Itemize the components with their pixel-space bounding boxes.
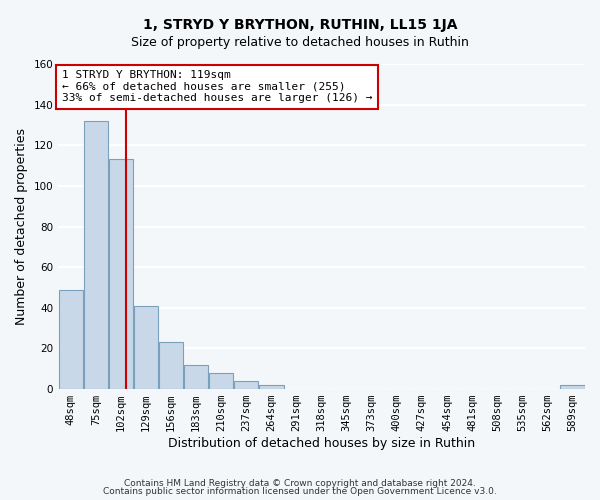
Y-axis label: Number of detached properties: Number of detached properties — [15, 128, 28, 325]
Bar — [159, 342, 183, 389]
Text: 1, STRYD Y BRYTHON, RUTHIN, LL15 1JA: 1, STRYD Y BRYTHON, RUTHIN, LL15 1JA — [143, 18, 457, 32]
X-axis label: Distribution of detached houses by size in Ruthin: Distribution of detached houses by size … — [168, 437, 475, 450]
Text: Contains public sector information licensed under the Open Government Licence v3: Contains public sector information licen… — [103, 487, 497, 496]
Text: 1 STRYD Y BRYTHON: 119sqm
← 66% of detached houses are smaller (255)
33% of semi: 1 STRYD Y BRYTHON: 119sqm ← 66% of detac… — [62, 70, 373, 103]
Bar — [209, 373, 233, 389]
Bar — [109, 160, 133, 389]
Bar — [184, 364, 208, 389]
Bar — [134, 306, 158, 389]
Bar — [83, 121, 108, 389]
Bar — [59, 290, 83, 389]
Bar — [259, 385, 284, 389]
Bar — [234, 381, 259, 389]
Text: Size of property relative to detached houses in Ruthin: Size of property relative to detached ho… — [131, 36, 469, 49]
Bar — [560, 385, 584, 389]
Text: Contains HM Land Registry data © Crown copyright and database right 2024.: Contains HM Land Registry data © Crown c… — [124, 478, 476, 488]
